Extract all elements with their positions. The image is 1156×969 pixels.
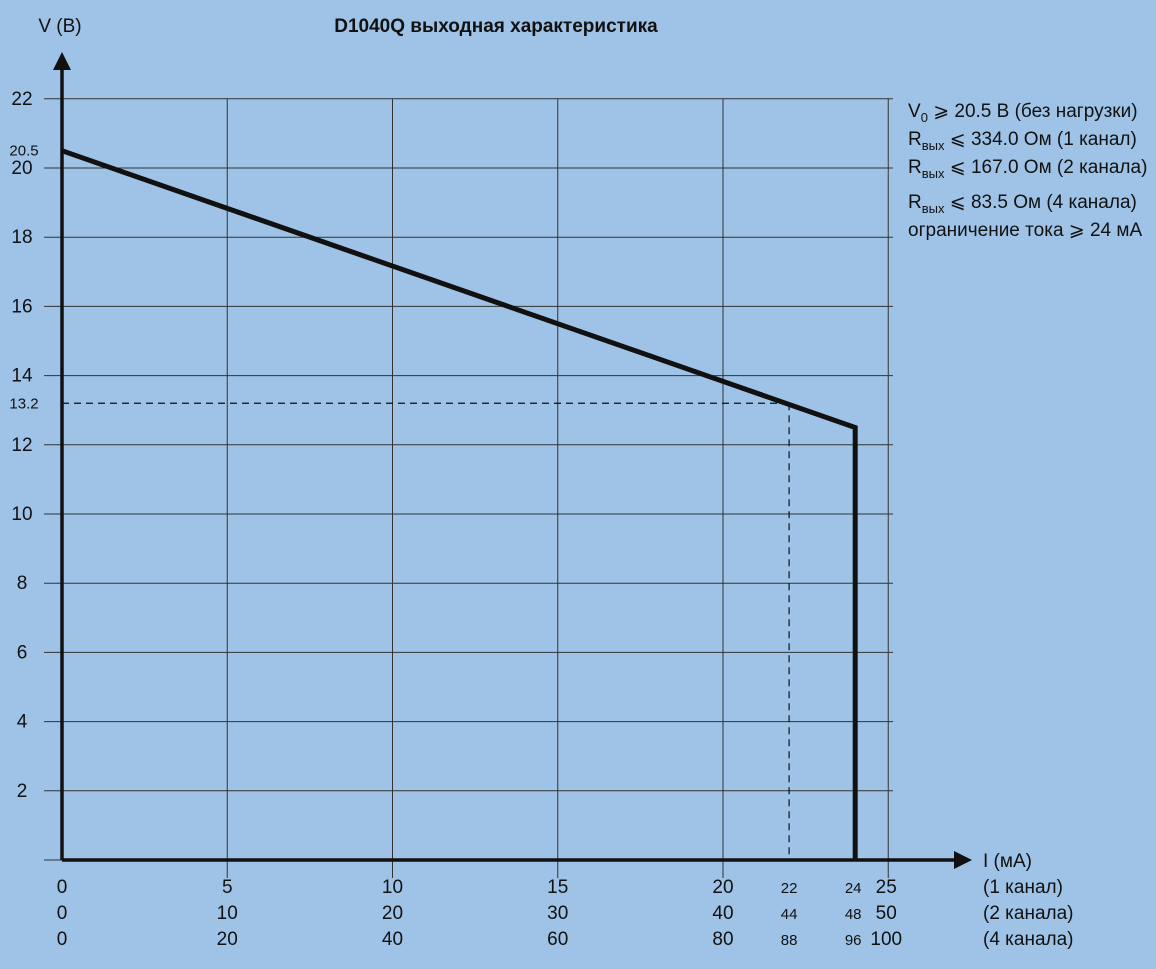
y-extra-tick-label: 13.2: [9, 395, 38, 412]
y-tick-labels: 22 20 18 16 14 12 10 8 6 4 2 20.5 13.2: [9, 89, 38, 802]
spec-subscript: вых: [922, 138, 945, 153]
series: [61, 148, 858, 860]
x-tick-labels: 0 5 10 15 20 22 24 25 (1 канал) 0 10 20 30 40 44 48 50 (2…: [57, 877, 1074, 950]
y-tick-label: 6: [17, 642, 28, 663]
x-tick-label: 100: [870, 929, 902, 950]
y-tick-label: 18: [11, 227, 32, 248]
spec-symbol: R: [908, 129, 922, 150]
spec-text: ⩾ 20.5 В (без нагрузки): [928, 101, 1138, 122]
spec-line: Rвых ⩽ 167.0 Ом (2 канала): [908, 157, 1147, 181]
spec-symbol: V: [908, 101, 921, 122]
spec-legend: V0 ⩾ 20.5 В (без нагрузки) Rвых ⩽ 334.0 О…: [908, 101, 1147, 241]
spec-line: Rвых ⩽ 334.0 Ом (1 канал): [908, 129, 1137, 153]
x-tick-label: 10: [382, 877, 403, 898]
x-tick-label: 88: [781, 932, 798, 949]
x-axis-arrow: [954, 851, 972, 869]
x-tick-label: 80: [712, 929, 733, 950]
y-tick-label: 4: [17, 712, 28, 733]
y-axis-label: V (В): [38, 16, 81, 37]
x-tick-label: 40: [382, 929, 403, 950]
x-tick-label: 50: [876, 903, 897, 924]
x-tick-label: 0: [57, 929, 68, 950]
x-tick-label: 48: [845, 906, 862, 923]
spec-text: ⩽ 334.0 Ом (1 канал): [944, 129, 1136, 150]
spec-subscript: 0: [921, 110, 928, 125]
x-tick-label: 0: [57, 903, 68, 924]
x-tick-label: 20: [382, 903, 403, 924]
x-tick-label: 40: [712, 903, 733, 924]
spec-symbol: R: [908, 192, 922, 213]
axes: [53, 52, 972, 869]
spec-text: ⩽ 83.5 Ом (4 канала): [944, 192, 1136, 213]
spec-line: V0 ⩾ 20.5 В (без нагрузки): [908, 101, 1138, 125]
x-row-channel-label: (4 канала): [983, 929, 1074, 950]
spec-line: Rвых ⩽ 83.5 Ом (4 канала): [908, 192, 1137, 216]
spec-text: ⩽ 167.0 Ом (2 канала): [944, 157, 1147, 178]
y-tick-label: 10: [11, 504, 32, 525]
y-tick-label: 20: [11, 158, 32, 179]
y-extra-tick-label: 20.5: [9, 143, 38, 160]
y-axis-arrow: [53, 52, 71, 70]
y-tick-label: 8: [17, 573, 28, 594]
x-tick-label: 20: [712, 877, 733, 898]
x-tick-label: 24: [845, 880, 862, 897]
chart-title: D1040Q выходная характеристика: [334, 16, 658, 37]
x-axis-label: I (мА): [983, 851, 1032, 872]
spec-subscript: вых: [922, 201, 945, 216]
reference-lines: [62, 402, 790, 860]
y-tick-label: 16: [11, 296, 32, 317]
y-tick-label: 2: [17, 781, 28, 802]
x-tick-label: 25: [876, 877, 897, 898]
spec-symbol: R: [908, 157, 922, 178]
x-tick-label: 10: [217, 903, 238, 924]
spec-subscript: вых: [922, 166, 945, 181]
y-tick-label: 22: [11, 89, 32, 110]
x-tick-label: 60: [547, 929, 568, 950]
x-tick-label: 22: [781, 880, 798, 897]
y-tick-label: 14: [11, 366, 33, 387]
x-tick-label: 5: [222, 877, 233, 898]
spec-line: ограничение тока ⩾ 24 мА: [908, 220, 1142, 241]
x-tick-label: 30: [547, 903, 568, 924]
x-tick-label: 20: [217, 929, 238, 950]
x-tick-label: 15: [547, 877, 568, 898]
x-row-channel-label: (1 канал): [983, 877, 1063, 898]
x-tick-label: 96: [845, 932, 862, 949]
y-tick-label: 12: [11, 435, 32, 456]
series-line: [61, 148, 858, 860]
x-tick-label: 0: [57, 877, 68, 898]
x-tick-label: 44: [781, 906, 798, 923]
spec-text: ограничение тока ⩾ 24 мА: [908, 220, 1142, 241]
x-row-channel-label: (2 канала): [983, 903, 1074, 924]
grid: [44, 98, 893, 878]
